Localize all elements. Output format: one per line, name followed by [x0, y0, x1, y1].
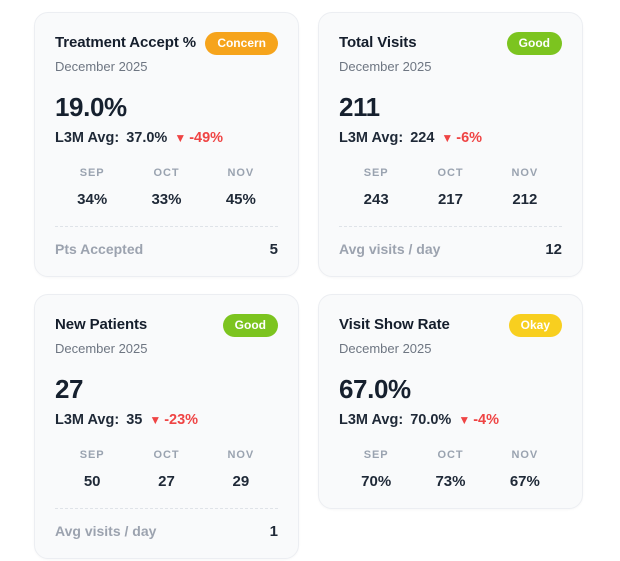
month-label: SEP — [363, 449, 389, 461]
triangle-down-icon: ▼ — [174, 131, 187, 145]
kpi-card-visit-show-rate[interactable]: Visit Show Rate Okay December 2025 67.0%… — [318, 294, 583, 509]
month-label: SEP — [363, 167, 389, 179]
month-label: NOV — [511, 449, 539, 461]
triangle-down-icon: ▼ — [458, 413, 471, 427]
triangle-down-icon: ▼ — [441, 131, 454, 145]
footer-value: 5 — [269, 241, 278, 258]
month-value: 50 — [83, 473, 101, 490]
l3m-average-row: L3M Avg: 224 ▼ -6% — [339, 129, 562, 148]
month-label: OCT — [153, 167, 180, 179]
month-value: 33% — [151, 191, 182, 208]
month-label: OCT — [437, 449, 464, 461]
footer-label: Pts Accepted — [55, 241, 144, 257]
status-badge: Good — [222, 314, 278, 337]
kpi-value: 211 — [339, 92, 380, 122]
card-title: Treatment Accept % — [55, 34, 197, 51]
month-history: SEP OCT NOV 70% 73% 67% — [339, 449, 562, 491]
card-title: New Patients — [55, 316, 148, 333]
footer-value: 1 — [269, 523, 278, 540]
l3m-label: L3M Avg: — [339, 130, 404, 146]
l3m-delta: ▼ -4% — [458, 411, 499, 430]
card-period: December 2025 — [55, 59, 148, 74]
month-value: 34% — [77, 191, 108, 208]
triangle-down-icon: ▼ — [149, 413, 162, 427]
card-header: Treatment Accept % Concern — [55, 32, 278, 55]
month-label: SEP — [79, 449, 105, 461]
card-title: Visit Show Rate — [339, 316, 450, 333]
kpi-card-treatment-accept[interactable]: Treatment Accept % Concern December 2025… — [34, 12, 299, 277]
card-period: December 2025 — [339, 59, 432, 74]
footer-label: Avg visits / day — [55, 523, 157, 539]
status-badge: Good — [506, 32, 562, 55]
month-label: NOV — [227, 449, 255, 461]
l3m-delta-value: -6% — [456, 130, 483, 146]
l3m-delta-value: -49% — [189, 130, 224, 146]
card-footer: Avg visits / day 12 — [339, 227, 562, 259]
l3m-value: 37.0% — [126, 130, 168, 146]
card-footer: Avg visits / day 1 — [55, 509, 278, 541]
dashed-divider — [339, 226, 562, 227]
month-value: 70% — [361, 473, 392, 490]
l3m-delta: ▼ -23% — [149, 411, 198, 430]
l3m-delta-value: -4% — [473, 412, 499, 428]
month-label: NOV — [227, 167, 255, 179]
footer-label: Avg visits / day — [339, 241, 441, 257]
month-value: 212 — [512, 191, 538, 208]
month-label: NOV — [511, 167, 539, 179]
month-value: 67% — [509, 473, 540, 490]
card-header: Visit Show Rate Okay — [339, 314, 562, 337]
month-label: OCT — [437, 167, 464, 179]
card-footer: Pts Accepted 5 — [55, 227, 278, 259]
kpi-value: 27 — [55, 374, 84, 404]
dashed-divider — [55, 226, 278, 227]
l3m-label: L3M Avg: — [55, 412, 120, 428]
l3m-average-row: L3M Avg: 70.0% ▼ -4% — [339, 411, 562, 430]
month-label: SEP — [79, 167, 105, 179]
month-history: SEP OCT NOV 34% 33% 45% — [55, 167, 278, 209]
l3m-label: L3M Avg: — [339, 412, 404, 428]
month-value: 73% — [435, 473, 466, 490]
card-period: December 2025 — [55, 341, 148, 356]
l3m-average-row: L3M Avg: 35 ▼ -23% — [55, 411, 278, 430]
month-value: 45% — [225, 191, 256, 208]
footer-value: 12 — [545, 241, 562, 258]
month-label: OCT — [153, 449, 180, 461]
month-value: 27 — [158, 473, 175, 490]
kpi-card-new-patients[interactable]: New Patients Good December 2025 27 L3M A… — [34, 294, 299, 559]
card-header: Total Visits Good — [339, 32, 562, 55]
l3m-value: 70.0% — [410, 412, 452, 428]
kpi-value: 19.0% — [55, 92, 127, 122]
l3m-delta: ▼ -6% — [441, 129, 482, 148]
month-history: SEP OCT NOV 243 217 212 — [339, 167, 562, 209]
kpi-card-total-visits[interactable]: Total Visits Good December 2025 211 L3M … — [318, 12, 583, 277]
month-value: 243 — [363, 191, 389, 208]
status-badge: Okay — [508, 314, 562, 337]
month-value: 217 — [437, 191, 463, 208]
card-period: December 2025 — [339, 341, 432, 356]
card-header: New Patients Good — [55, 314, 278, 337]
card-title: Total Visits — [339, 34, 417, 51]
l3m-value: 35 — [126, 412, 143, 428]
l3m-value: 224 — [410, 130, 435, 146]
l3m-delta: ▼ -49% — [174, 129, 223, 148]
month-value: 29 — [232, 473, 250, 490]
status-badge: Concern — [205, 32, 278, 55]
l3m-average-row: L3M Avg: 37.0% ▼ -49% — [55, 129, 278, 148]
l3m-delta-value: -23% — [164, 412, 199, 428]
month-history: SEP OCT NOV 50 27 29 — [55, 449, 278, 491]
l3m-label: L3M Avg: — [55, 130, 120, 146]
kpi-value: 67.0% — [339, 374, 411, 404]
dashed-divider — [55, 508, 278, 509]
